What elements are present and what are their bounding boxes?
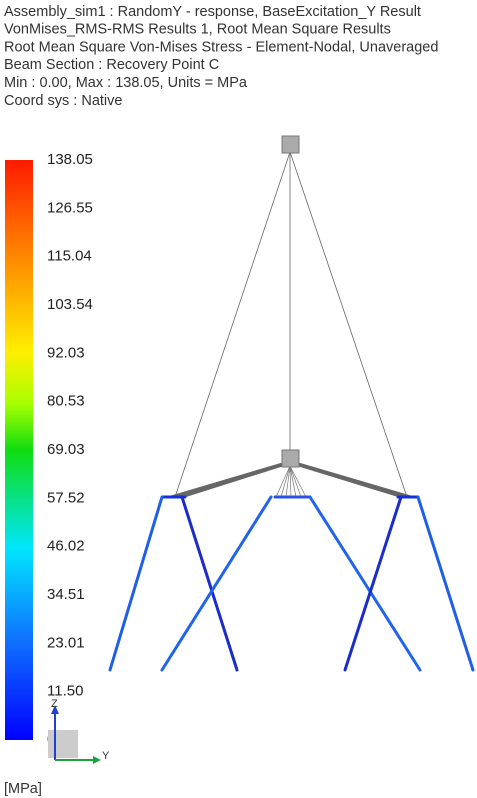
z-label: Z — [51, 698, 58, 710]
legend-label: 46.02 — [47, 538, 85, 555]
header-line: VonMises_RMS-RMS Results 1, Root Mean Sq… — [4, 22, 391, 38]
y-arrow — [93, 756, 101, 764]
legend-unit: [MPa] — [4, 781, 42, 797]
z-arrow — [51, 705, 59, 714]
rigid-link — [174, 151, 291, 498]
legend-label: 23.01 — [47, 634, 85, 651]
rigid-fan — [297, 462, 416, 497]
rigid-fan — [275, 465, 307, 498]
legend-label: 126.55 — [47, 199, 93, 216]
legend-label: 69.03 — [47, 441, 85, 458]
header-line: Assembly_sim1 : RandomY - response, Base… — [4, 4, 421, 20]
legend: 138.05 126.55 115.04 103.54 92.03 80.53 69.03 5… — [47, 151, 93, 748]
legend-label: 115.04 — [47, 248, 92, 265]
legend-label: 34.51 — [47, 586, 85, 603]
legend-label: 138.05 — [47, 151, 93, 168]
mass-node — [281, 449, 300, 468]
legend-label: 11.50 — [47, 683, 83, 700]
rigid-link — [289, 151, 408, 498]
header-line: Beam Section : Recovery Point C — [4, 57, 219, 73]
triad-box — [48, 730, 78, 758]
color-bar — [5, 160, 33, 740]
header-line: Coord sys : Native — [4, 93, 122, 109]
legend-label: 57.52 — [47, 489, 85, 506]
mass-node — [281, 135, 300, 154]
legend-label: 92.03 — [47, 344, 85, 361]
header-line: Min : 0.00, Max : 138.05, Units = MPa — [4, 75, 248, 91]
header: Assembly_sim1 : RandomY - response, Base… — [4, 4, 438, 109]
model — [108, 135, 475, 672]
beams — [108, 495, 475, 672]
header-line: Root Mean Square Von-Mises Stress - Elem… — [4, 39, 438, 55]
legend-label: 80.53 — [47, 393, 85, 410]
legend-label: 103.54 — [47, 296, 93, 313]
triad: Z Y — [48, 698, 110, 764]
rigid-fan — [166, 462, 284, 497]
y-label: Y — [102, 750, 110, 762]
